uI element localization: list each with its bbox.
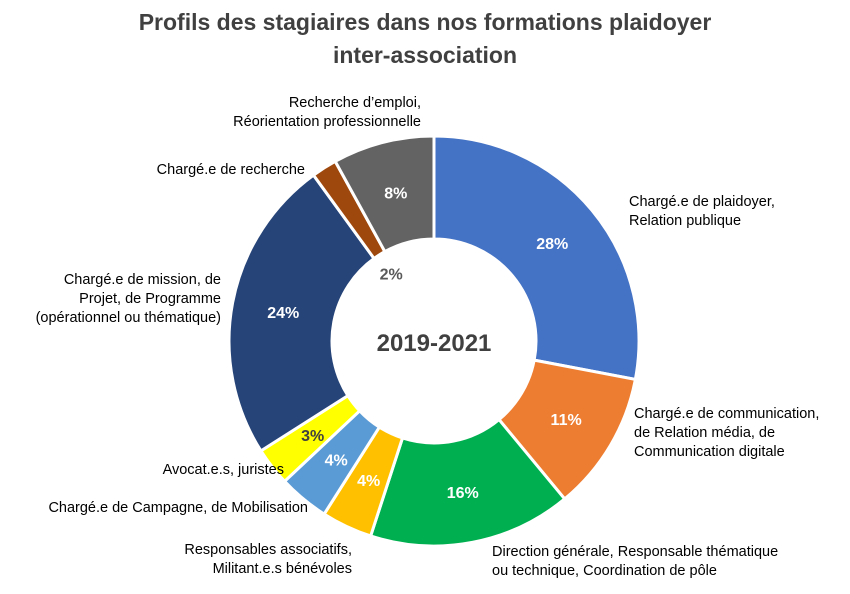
center-label: 2019-2021 <box>377 330 492 357</box>
slice-percent-label: 16% <box>447 485 479 502</box>
slice-category-label-line: Militant.e.s bénévoles <box>213 561 352 577</box>
slice-category-label-line: Chargé.e de communication, <box>634 406 819 422</box>
slice-category-label-line: Chargé.e de recherche <box>157 162 305 178</box>
chart-title-line-2: inter-association <box>333 42 517 68</box>
donut-slice <box>227 173 377 453</box>
donut-slice <box>333 134 436 254</box>
slice-category-label: Chargé.e de recherche <box>157 162 305 178</box>
slice-category-label-line: Chargé.e de plaidoyer, <box>629 194 775 210</box>
slice-percent-label: 11% <box>551 412 582 429</box>
slice-percent-label: 28% <box>536 236 568 253</box>
slice-percent-label: 8% <box>384 185 407 202</box>
slice-category-label-line: Responsables associatifs, <box>184 542 352 558</box>
slice-percent-label: 3% <box>301 428 324 445</box>
donut-slice <box>432 134 641 382</box>
slice-category-label: Chargé.e de communication, de Relation mé… <box>634 406 819 460</box>
slice-category-label-line: Réorientation professionnelle <box>233 114 421 130</box>
slice-category-label-line: Avocat.e.s, juristes <box>163 462 284 478</box>
slice-category-label-line: ou technique, Coordination de pôle <box>492 563 717 579</box>
percent-labels: 28%11%16%4%4%3%24%2%8% <box>267 185 581 501</box>
donut-slices <box>227 134 641 548</box>
slice-category-label-line: Direction générale, Responsable thématiq… <box>492 544 778 560</box>
slice-category-label-line: Chargé.e de mission, de <box>64 272 221 288</box>
slice-category-label: Chargé.e de plaidoyer, Relation publique <box>629 194 775 229</box>
slice-category-label: Direction générale, Responsable thématiq… <box>492 544 778 579</box>
slice-category-label-line: Chargé.e de Campagne, de Mobilisation <box>48 500 308 516</box>
slice-category-label: Responsables associatifs, Militant.e.s bé… <box>184 542 352 577</box>
slice-category-label: Chargé.e de mission, de Projet, de Progra… <box>36 272 221 326</box>
slice-category-label: Recherche d’emploi, Réorientation profess… <box>233 95 421 130</box>
slice-category-label-line: Projet, de Programme <box>79 291 221 307</box>
slice-category-label: Chargé.e de Campagne, de Mobilisation <box>48 500 308 516</box>
slice-category-label-line: Relation publique <box>629 213 741 229</box>
slice-percent-label: 24% <box>267 305 299 322</box>
slice-category-label-line: (opérationnel ou thématique) <box>36 310 221 326</box>
slice-percent-label: 2% <box>380 266 403 283</box>
slice-category-label-line: Communication digitale <box>634 444 785 460</box>
slice-category-label: Avocat.e.s, juristes <box>163 462 284 478</box>
slice-percent-label: 4% <box>357 473 380 490</box>
slice-category-label-line: de Relation média, de <box>634 425 775 441</box>
donut-slice <box>368 417 567 548</box>
category-labels: Chargé.e de plaidoyer, Relation publiqueC… <box>36 95 820 579</box>
chart-title-line-1: Profils des stagiaires dans nos formatio… <box>139 9 712 35</box>
slice-category-label-line: Recherche d’emploi, <box>289 95 421 111</box>
slice-percent-label: 4% <box>325 452 348 469</box>
